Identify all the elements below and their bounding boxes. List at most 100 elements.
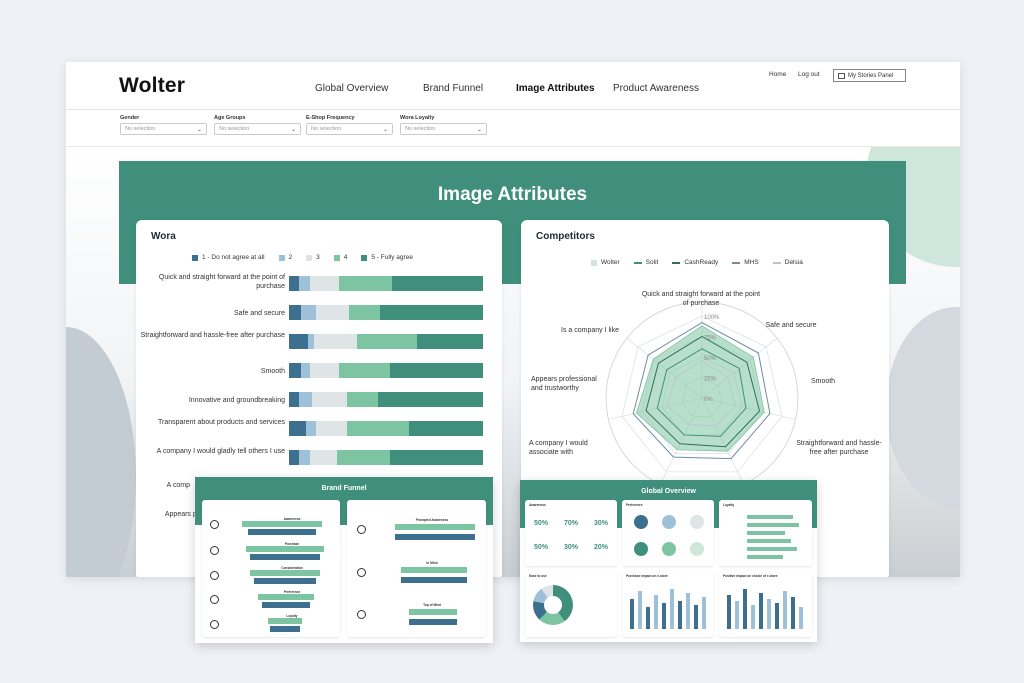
mini-column xyxy=(791,597,795,629)
bar-segment[interactable] xyxy=(289,276,299,291)
bar-segment[interactable] xyxy=(337,450,390,465)
global-overview-thumbnail[interactable]: Global Overview Awareness 50% 70% 30% 50… xyxy=(520,480,817,642)
panel-title: Loyalty xyxy=(723,503,735,507)
nav-product-awareness[interactable]: Product Awareness xyxy=(613,83,699,94)
legend-item[interactable]: 1 - Do not agree at all xyxy=(192,254,265,261)
nav-brand-funnel[interactable]: Brand Funnel xyxy=(423,83,484,94)
bar-row-label: Innovative and groundbreaking xyxy=(188,397,285,404)
bar-segment[interactable] xyxy=(391,276,483,291)
stacked-bar[interactable] xyxy=(289,305,483,320)
radar-axis-label: Safe and secure xyxy=(765,322,817,329)
stacked-bar[interactable] xyxy=(289,392,483,407)
panel-title: Purchase impact on e-store xyxy=(626,574,668,578)
bar-segment[interactable] xyxy=(310,450,338,465)
stacked-bar[interactable] xyxy=(289,334,483,349)
chevron-down-icon: ⌄ xyxy=(382,127,388,133)
legend-item[interactable]: Wolter xyxy=(591,259,620,266)
funnel-left-panel: Awareness Purchase Consideration Prefere… xyxy=(202,500,340,637)
bar-segment[interactable] xyxy=(409,421,483,436)
panel-title: Ease to use xyxy=(529,574,547,578)
funnel-stage-label: Top of Mind xyxy=(423,603,441,607)
bar-segment[interactable] xyxy=(316,305,350,320)
brand-funnel-thumbnail[interactable]: Brand Funnel Awareness Purchase Consider… xyxy=(195,477,493,643)
decorative-blob xyxy=(66,327,136,577)
bar-segment[interactable] xyxy=(339,363,390,378)
bar-segment[interactable] xyxy=(356,334,417,349)
stacked-bar[interactable] xyxy=(289,363,483,378)
legend-item[interactable]: Solit xyxy=(633,259,658,266)
loyalty-bar xyxy=(747,547,797,551)
bar-segment[interactable] xyxy=(298,392,313,407)
funnel-bar xyxy=(246,546,324,552)
stories-icon xyxy=(838,72,845,79)
radar-tick-label: 0% xyxy=(704,397,713,403)
funnel-stage-icon xyxy=(357,568,366,577)
filter-eshop-frequency: E-Shop Frequency No selection ⌄ xyxy=(306,115,393,135)
bar-segment[interactable] xyxy=(289,450,299,465)
my-stories-panel-button[interactable]: My Stories Panel xyxy=(833,69,906,82)
bar-segment[interactable] xyxy=(347,392,379,407)
decorative-blob xyxy=(886,307,960,507)
bar-segment[interactable] xyxy=(347,421,410,436)
stacked-bar[interactable] xyxy=(289,421,483,436)
radar-tick-label: 50% xyxy=(704,356,717,362)
bar-segment[interactable] xyxy=(310,363,340,378)
stacked-bar[interactable] xyxy=(289,450,483,465)
eshop-frequency-select[interactable]: No selection ⌄ xyxy=(306,123,393,135)
radar-series-solit xyxy=(656,348,747,437)
nav-image-attributes[interactable]: Image Attributes xyxy=(516,83,595,94)
bar-segment[interactable] xyxy=(378,392,483,407)
bar-segment[interactable] xyxy=(310,276,340,291)
bar-segment[interactable] xyxy=(349,305,381,320)
wora-loyalty-select[interactable]: No selection ⌄ xyxy=(400,123,487,135)
chevron-down-icon: ⌄ xyxy=(196,127,202,133)
radar-series-cashready xyxy=(645,335,761,448)
bar-segment[interactable] xyxy=(417,334,483,349)
bar-segment[interactable] xyxy=(380,305,483,320)
funnel-bar xyxy=(268,618,302,624)
brand-logo[interactable]: Wolter xyxy=(119,74,186,97)
bar-segment[interactable] xyxy=(339,276,392,291)
bar-segment[interactable] xyxy=(389,363,483,378)
home-link[interactable]: Home xyxy=(769,71,787,78)
radar-axis-label: Straightforward and hassle-free after pu… xyxy=(796,440,882,456)
legend-item[interactable]: 3 xyxy=(306,254,320,261)
gender-select[interactable]: No selection ⌄ xyxy=(120,123,207,135)
preference-circle xyxy=(690,542,704,556)
bar-segment[interactable] xyxy=(289,334,309,349)
logout-link[interactable]: Log out xyxy=(798,71,820,78)
top-navigation-bar: Wolter Global Overview Brand Funnel Imag… xyxy=(66,62,960,110)
bar-segment[interactable] xyxy=(289,363,301,378)
funnel-bar xyxy=(250,554,320,560)
funnel-bar xyxy=(258,594,314,600)
bar-segment[interactable] xyxy=(289,421,307,436)
nav-global-overview[interactable]: Global Overview xyxy=(315,83,389,94)
bar-segment[interactable] xyxy=(389,450,483,465)
bar-segment[interactable] xyxy=(298,276,311,291)
legend-item[interactable]: Delsia xyxy=(772,259,803,266)
stacked-bar[interactable] xyxy=(289,276,483,291)
wora-legend: 1 - Do not agree at all 2 3 4 5 - Fully … xyxy=(192,254,413,261)
legend-item[interactable]: 2 xyxy=(278,254,292,261)
legend-item[interactable]: CashReady xyxy=(672,259,718,266)
radar-chart: 100% 75% 50% 25% 0% xyxy=(605,301,799,495)
stories-label: My Stories Panel xyxy=(848,72,894,79)
bar-segment[interactable] xyxy=(316,421,348,436)
bar-segment[interactable] xyxy=(289,392,299,407)
legend-item[interactable]: 4 xyxy=(333,254,347,261)
age-groups-select[interactable]: No selection ⌄ xyxy=(214,123,301,135)
chevron-down-icon: ⌄ xyxy=(476,127,482,133)
funnel-stage-label: Prompted Awareness xyxy=(415,518,449,522)
bar-segment[interactable] xyxy=(300,305,317,320)
bar-segment[interactable] xyxy=(300,363,311,378)
bar-segment[interactable] xyxy=(312,392,348,407)
legend-item[interactable]: MHS xyxy=(732,259,759,266)
bar-segment[interactable] xyxy=(298,450,311,465)
funnel-stage-icon xyxy=(210,571,219,580)
bar-segment[interactable] xyxy=(289,305,301,320)
bar-segment[interactable] xyxy=(314,334,357,349)
preference-circle xyxy=(662,542,676,556)
bar-segment[interactable] xyxy=(308,334,315,349)
legend-item[interactable]: 5 - Fully agree xyxy=(361,254,413,261)
bar-segment[interactable] xyxy=(306,421,317,436)
